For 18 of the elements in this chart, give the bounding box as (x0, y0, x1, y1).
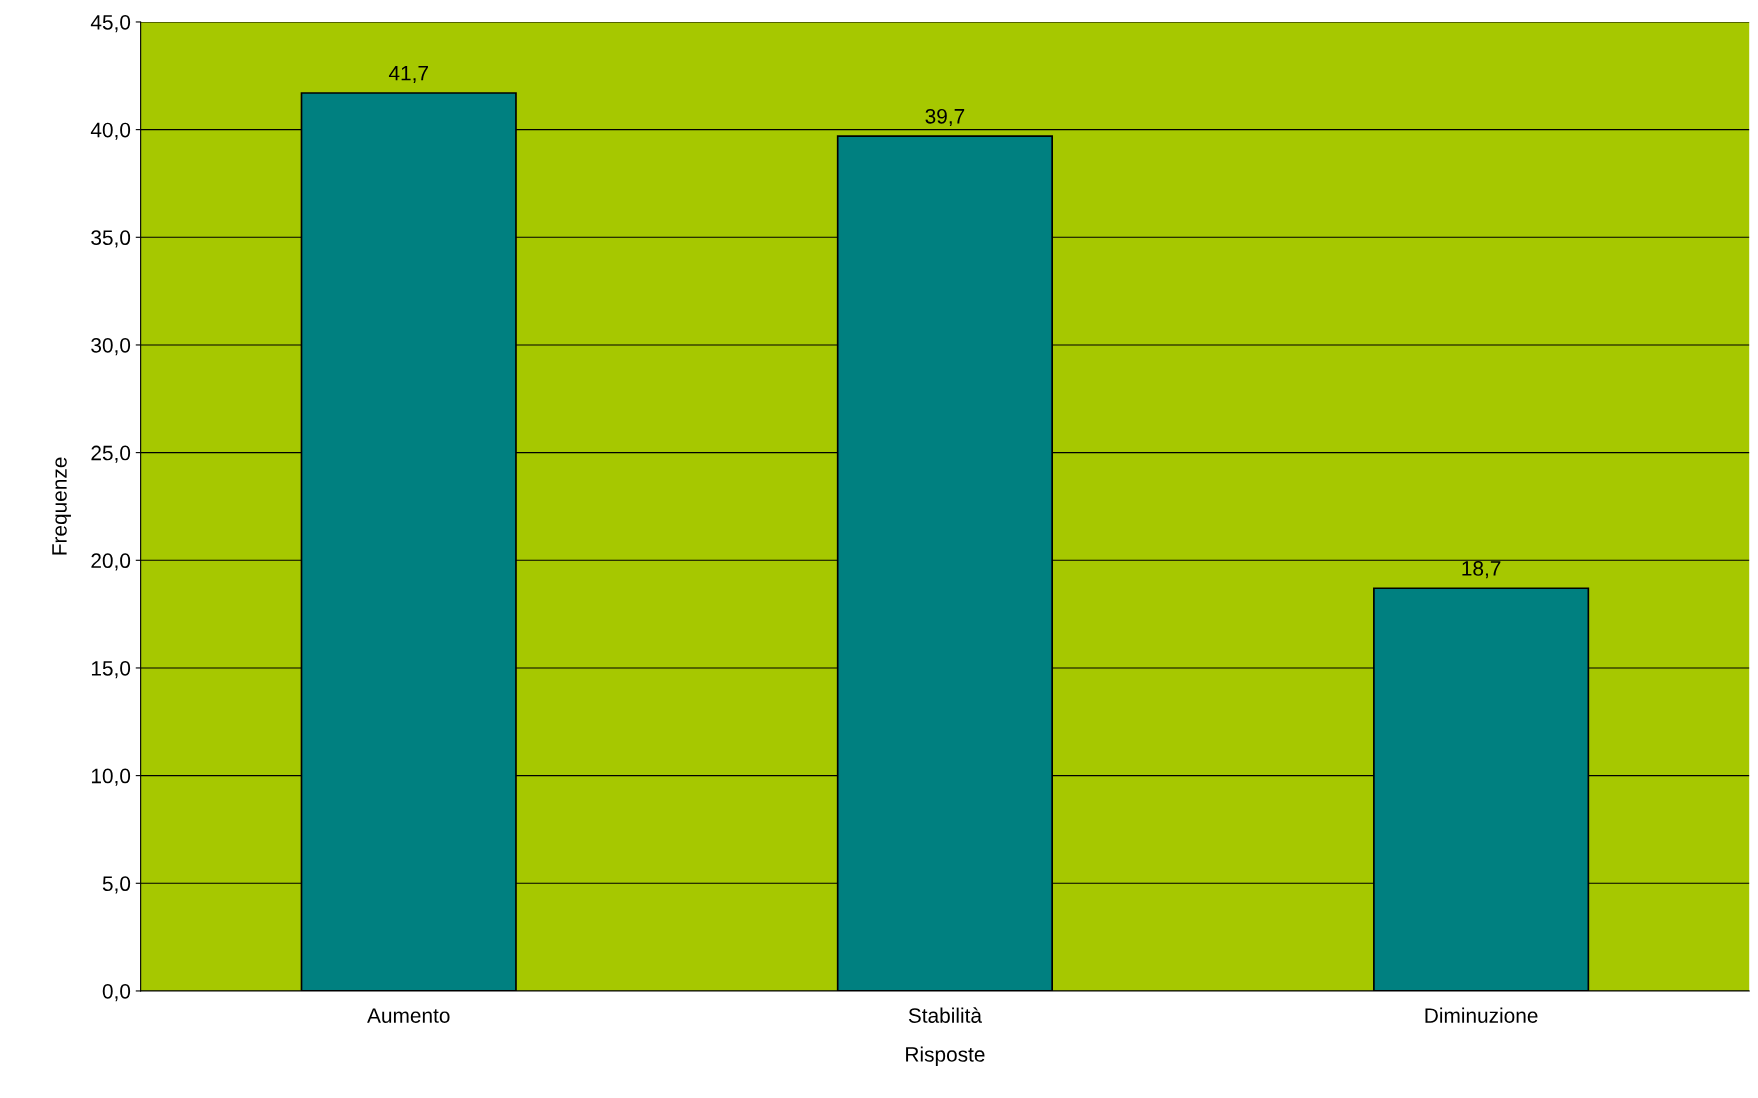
x-tick-label: Stabilità (908, 1007, 982, 1023)
y-tick-label: 35,0 (91, 230, 131, 248)
x-tick-label: Diminuzione (1425, 1007, 1538, 1023)
y-tick-label: 5,0 (102, 876, 131, 894)
y-tick-label: 40,0 (90, 122, 131, 140)
y-axis-title: Frequenze (52, 457, 71, 555)
y-tick-label: 25,0 (91, 445, 131, 463)
x-axis-title: Risposte (906, 1046, 985, 1066)
y-tick-label: 45,0 (90, 14, 131, 33)
y-tick-label: 30,0 (91, 337, 131, 356)
data-label: 18,7 (1462, 561, 1501, 579)
y-tick-label: 0,0 (102, 983, 131, 1002)
y-tick-label: 20,0 (91, 553, 131, 571)
y-tick-label: 15,0 (91, 660, 131, 679)
data-label: 41,7 (388, 66, 428, 84)
y-tick-label: 10,0 (91, 768, 131, 786)
x-tick-label: Aumento (367, 1008, 450, 1023)
data-label: 39,7 (925, 108, 965, 127)
